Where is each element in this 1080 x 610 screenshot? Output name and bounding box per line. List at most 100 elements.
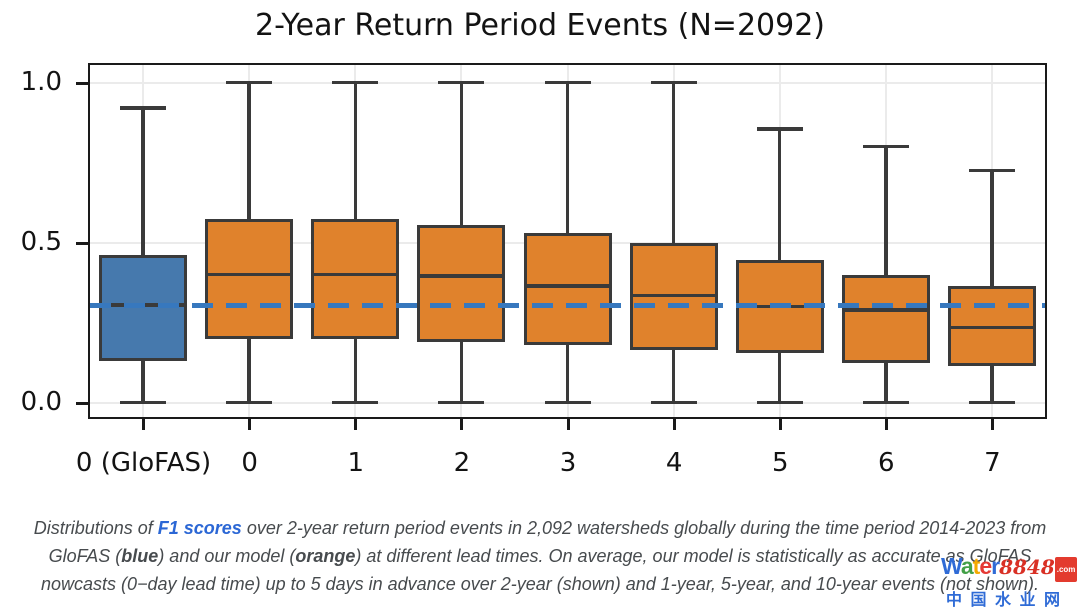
x-axis-tick-label: 0 (GloFAS): [75, 448, 212, 478]
caption-text: ) at different lead times. On average, o…: [355, 546, 1032, 566]
x-axis-tick-label: 3: [559, 448, 577, 478]
whisker-cap-bottom: [120, 400, 167, 405]
whisker-lower-stem: [884, 362, 888, 403]
y-axis-tick: [76, 401, 88, 405]
whisker-cap-top: [544, 80, 591, 85]
whisker-cap-top: [756, 127, 803, 131]
whisker-cap-bottom: [438, 400, 485, 405]
x-axis-tick-label: 1: [347, 448, 365, 478]
whisker-lower-stem: [353, 338, 358, 403]
caption-line: GloFAS (blue) and our model (orange) at …: [0, 542, 1080, 570]
caption-line: nowcasts (0−day lead time) up to 5 days …: [0, 570, 1080, 598]
whisker-upper-stem: [565, 82, 570, 233]
watermark-letter: t: [972, 553, 981, 579]
x-axis-tick-label: 5: [771, 448, 789, 478]
whisker-upper-stem: [459, 82, 464, 225]
y-axis-tick-label: 0.0: [20, 387, 62, 418]
whisker-cap-bottom: [756, 400, 803, 405]
caption-text: Distributions of: [33, 518, 158, 538]
whisker-cap-bottom: [968, 400, 1015, 405]
whisker-cap-bottom: [650, 400, 697, 405]
y-axis-tick-label: 1.0: [20, 67, 62, 98]
boxplot-median-line: [947, 325, 1036, 330]
whisker-cap-top: [120, 106, 167, 110]
whisker-cap-top: [650, 80, 697, 85]
x-axis-tick: [672, 419, 676, 430]
caption-text: GloFAS (: [48, 546, 122, 566]
watermark-brand: Water8848 .com: [941, 555, 1080, 584]
boxplot-box: [311, 218, 400, 339]
y-axis-tick: [76, 81, 88, 85]
caption-bold-text: blue: [121, 546, 159, 566]
whisker-upper-stem: [353, 82, 358, 219]
watermark-brand-letters: Water: [941, 553, 1000, 579]
f1-scores-link[interactable]: F1 scores: [157, 518, 242, 538]
chart-title: 2-Year Return Period Events (N=2092): [254, 8, 825, 43]
whisker-lower-stem: [565, 345, 570, 403]
whisker-lower-stem: [247, 338, 251, 403]
whisker-upper-stem: [141, 108, 145, 256]
whisker-lower-stem: [777, 353, 782, 403]
x-axis-tick-label: 6: [878, 448, 895, 478]
whisker-cap-bottom: [226, 400, 273, 405]
boxplot-median-line: [841, 308, 930, 312]
y-axis-tick-label: 0.5: [20, 227, 62, 258]
x-axis-tick: [566, 419, 570, 430]
boxplot-box: [841, 274, 930, 363]
caption-text: nowcasts (0−day lead time) up to 5 days …: [40, 574, 1040, 594]
whisker-cap-bottom: [862, 400, 909, 405]
figure-caption: Distributions of F1 scores over 2-year r…: [0, 514, 1080, 598]
watermark: Water8848 .com 中国水业网: [941, 555, 1080, 610]
caption-line: Distributions of F1 scores over 2-year r…: [0, 514, 1080, 542]
whisker-lower-stem: [141, 361, 145, 403]
whisker-lower-stem: [459, 341, 464, 403]
whisker-cap-top: [332, 80, 379, 85]
whisker-upper-stem: [884, 146, 888, 275]
watermark-cn-text: 中国水业网: [946, 590, 1069, 609]
watermark-letter: W: [941, 553, 962, 579]
x-axis-tick: [460, 419, 464, 430]
reference-dashed-line: [90, 302, 1045, 308]
watermark-brand-number: 8848: [999, 555, 1055, 579]
whisker-upper-stem: [777, 129, 782, 261]
watermark-com-badge: .com: [1054, 557, 1078, 582]
boxplot-box: [99, 255, 188, 361]
x-axis-tick: [778, 419, 782, 430]
whisker-lower-stem: [671, 349, 676, 403]
x-axis-tick: [884, 419, 888, 430]
watermark-letter: r: [991, 553, 1000, 579]
whisker-cap-top: [438, 80, 485, 85]
watermark-letter: a: [960, 553, 974, 579]
x-axis-tick: [990, 419, 994, 430]
boxplot-box: [417, 225, 506, 342]
x-axis-tick: [142, 419, 146, 430]
boxplot-box: [523, 233, 612, 345]
plot-area: [88, 63, 1047, 419]
boxplot-median-line: [417, 274, 506, 278]
whisker-cap-bottom: [544, 400, 591, 405]
watermark-letter: e: [979, 553, 992, 579]
whisker-lower-stem: [990, 365, 994, 403]
caption-bold-text: orange: [295, 546, 356, 566]
x-axis-tick: [248, 419, 252, 430]
x-axis-tick-label: 7: [984, 448, 1001, 478]
whisker-upper-stem: [247, 82, 251, 219]
boxplot-box: [205, 218, 294, 339]
x-axis-tick-label: 0: [241, 448, 258, 478]
x-axis-tick-label: 2: [453, 448, 471, 478]
y-axis-tick: [76, 241, 88, 245]
whisker-cap-top: [968, 168, 1015, 173]
whisker-upper-stem: [671, 82, 676, 243]
boxplot-median-line: [205, 272, 294, 277]
whisker-cap-bottom: [332, 400, 379, 405]
whisker-cap-top: [862, 144, 909, 149]
whisker-upper-stem: [990, 170, 994, 286]
caption-text: ) and our model (: [158, 546, 296, 566]
whisker-cap-top: [226, 80, 273, 85]
boxplot-median-line: [629, 293, 718, 298]
caption-text: over 2-year return period events in 2,09…: [241, 518, 1047, 538]
boxplot-median-line: [311, 272, 400, 277]
x-axis-tick: [354, 419, 358, 430]
x-axis-tick-label: 4: [665, 448, 683, 478]
